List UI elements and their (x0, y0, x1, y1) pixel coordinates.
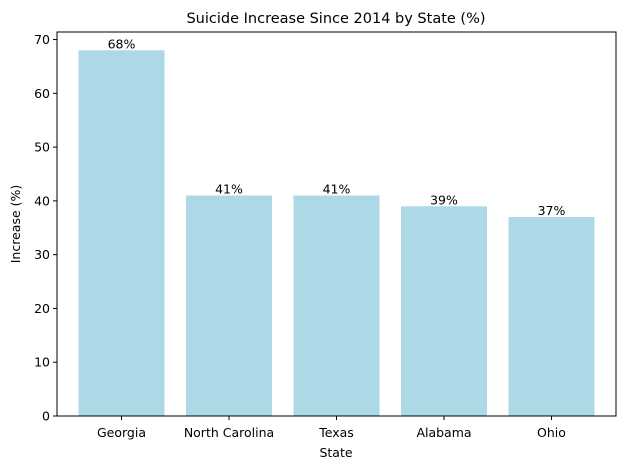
data-label: 41% (215, 181, 243, 196)
y-tick-label: 70 (34, 32, 50, 47)
bar-alabama (401, 206, 487, 416)
data-label: 41% (323, 181, 351, 196)
bar-georgia (78, 50, 165, 417)
data-label: 39% (430, 192, 458, 207)
data-label: 68% (108, 36, 136, 51)
x-tick-label: Texas (318, 425, 354, 440)
chart-title: Suicide Increase Since 2014 by State (%) (186, 11, 485, 27)
bar-texas (293, 195, 380, 416)
plot-frame (56, 31, 617, 417)
x-tick-label: Georgia (97, 425, 146, 440)
y-tick-label: 0 (42, 409, 50, 424)
x-tick-label: North Carolina (184, 425, 274, 440)
y-tick-label: 30 (34, 247, 50, 262)
y-tick-label: 60 (34, 86, 50, 101)
y-tick-label: 50 (34, 140, 50, 155)
data-label: 37% (538, 203, 566, 218)
y-tick-label: 20 (34, 301, 50, 316)
y-tick-label: 40 (34, 193, 50, 208)
x-tick-label: Alabama (416, 425, 471, 440)
x-tick-label: Ohio (537, 425, 566, 440)
bar-ohio (508, 217, 595, 416)
y-axis-label: Increase (%) (8, 185, 23, 264)
y-tick-label: 10 (34, 355, 50, 370)
x-axis-label: State (319, 445, 352, 460)
bar-north-carolina (186, 195, 272, 416)
